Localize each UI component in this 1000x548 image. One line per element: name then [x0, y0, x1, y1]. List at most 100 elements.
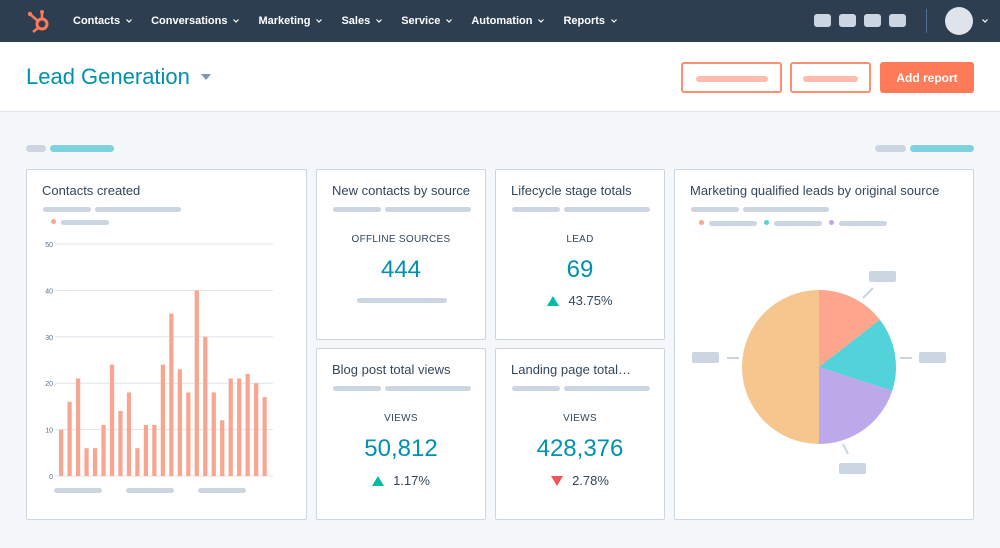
skeleton-text — [564, 386, 650, 391]
filter-pill[interactable] — [875, 145, 906, 152]
bar — [67, 401, 72, 476]
pie-slice — [819, 367, 893, 444]
metric-label: VIEWS — [384, 413, 418, 424]
pie-slice — [819, 319, 896, 391]
bar — [84, 448, 89, 476]
skeleton-legend-text — [774, 221, 822, 226]
filter-pill-active[interactable] — [50, 145, 114, 152]
nav-sales-label: Sales — [341, 15, 371, 27]
filter-pill[interactable] — [26, 145, 46, 152]
main-menu: Contacts Conversations Marketing Sales S… — [73, 0, 636, 42]
avatar[interactable] — [945, 7, 973, 35]
bar — [211, 392, 216, 476]
nav-conversations[interactable]: Conversations — [151, 15, 240, 27]
skeleton-axis-label — [126, 488, 174, 493]
skeleton-text — [743, 207, 829, 212]
skeleton-legend-text — [839, 221, 887, 226]
skeleton-text — [43, 207, 91, 212]
nav-utility-2[interactable] — [839, 14, 856, 27]
nav-service-label: Service — [401, 15, 441, 27]
bar — [177, 369, 182, 476]
metric-label: OFFLINE SOURCES — [351, 234, 451, 245]
header-action-button-1[interactable] — [681, 62, 782, 93]
report-card-landing-views[interactable]: Landing page total… VIEWS 428,376 2.78% — [495, 348, 665, 520]
report-card-blog-views[interactable]: Blog post total views VIEWS 50,812 1.17% — [316, 348, 486, 520]
metric-change: 2.78% — [496, 473, 664, 488]
y-tick-label: 50 — [45, 242, 53, 249]
skeleton-legend-text — [709, 221, 757, 226]
bar — [101, 424, 106, 476]
nav-automation[interactable]: Automation — [471, 15, 545, 27]
nav-utility-1[interactable] — [814, 14, 831, 27]
skeleton-text — [691, 207, 739, 212]
chevron-down-icon — [316, 19, 323, 23]
card-title: New contacts by source — [332, 183, 471, 198]
bar — [152, 424, 157, 476]
metric-change: 1.17% — [317, 473, 485, 488]
report-card-new-contacts[interactable]: New contacts by source OFFLINE SOURCES 4… — [316, 169, 486, 340]
nav-automation-label: Automation — [471, 15, 533, 27]
card-title: Landing page total… — [511, 362, 631, 377]
filter-pill-active[interactable] — [910, 145, 974, 152]
trend-down-icon — [551, 475, 564, 486]
nav-marketing[interactable]: Marketing — [258, 15, 323, 27]
add-report-button[interactable]: Add report — [880, 62, 974, 93]
nav-contacts[interactable]: Contacts — [73, 15, 133, 27]
header-action-button-2[interactable] — [790, 62, 871, 93]
skeleton-axis-label — [54, 488, 102, 493]
nav-service[interactable]: Service — [401, 15, 453, 27]
dashboard-selector[interactable]: Lead Generation — [26, 64, 212, 90]
page-title: Lead Generation — [26, 64, 190, 89]
y-tick-label: 40 — [45, 288, 53, 295]
bar — [143, 424, 149, 476]
button-label-placeholder — [803, 76, 858, 82]
skeleton-text — [333, 386, 381, 391]
legend-dot — [699, 220, 704, 225]
skeleton-text — [333, 207, 381, 212]
bar — [160, 364, 165, 476]
chevron-down-icon — [126, 19, 132, 23]
card-title: Lifecycle stage totals — [511, 183, 632, 198]
report-card-lifecycle[interactable]: Lifecycle stage totals LEAD 69 43.75% — [495, 169, 665, 340]
skeleton-text — [512, 386, 560, 391]
pie-chart — [692, 271, 946, 474]
bar-chart: 0 10 20 30 40 50 — [45, 242, 273, 481]
callout-label-placeholder — [869, 271, 896, 282]
bar — [126, 392, 132, 476]
metric-value: 444 — [380, 256, 422, 283]
legend-dot — [51, 219, 56, 224]
skeleton-text — [512, 207, 560, 212]
nav-contacts-label: Contacts — [73, 15, 121, 27]
callout-line — [842, 443, 849, 455]
bar — [186, 392, 191, 476]
bar — [59, 429, 64, 476]
hubspot-logo-icon[interactable] — [26, 8, 52, 34]
nav-utility-3[interactable] — [864, 14, 881, 27]
skeleton-text — [357, 298, 447, 303]
button-label-placeholder — [696, 76, 768, 82]
bar — [245, 373, 250, 476]
callout-line — [862, 287, 874, 299]
y-tick-label: 30 — [45, 335, 53, 342]
bar — [237, 378, 242, 476]
nav-divider — [926, 9, 927, 33]
nav-utility-4[interactable] — [889, 14, 906, 27]
pie-slice — [819, 290, 880, 367]
skeleton-text — [61, 220, 109, 225]
bar — [262, 397, 267, 476]
bar — [220, 420, 225, 476]
bar — [228, 378, 233, 476]
chevron-down-icon[interactable] — [981, 17, 989, 25]
legend-dot — [764, 220, 769, 225]
metric-value: 69 — [566, 256, 594, 283]
report-card-mql-by-source[interactable]: Marketing qualified leads by original so… — [674, 169, 974, 520]
bar — [254, 383, 259, 476]
nav-sales[interactable]: Sales — [341, 15, 383, 27]
nav-reports[interactable]: Reports — [563, 15, 618, 27]
metric-label: VIEWS — [563, 413, 597, 424]
report-card-contacts-created[interactable]: Contacts created 0 10 20 30 40 50 — [26, 169, 307, 520]
bar — [169, 313, 174, 476]
chevron-down-icon — [446, 19, 453, 23]
bar — [118, 411, 123, 476]
page-header: Lead Generation Add report — [0, 42, 1000, 112]
